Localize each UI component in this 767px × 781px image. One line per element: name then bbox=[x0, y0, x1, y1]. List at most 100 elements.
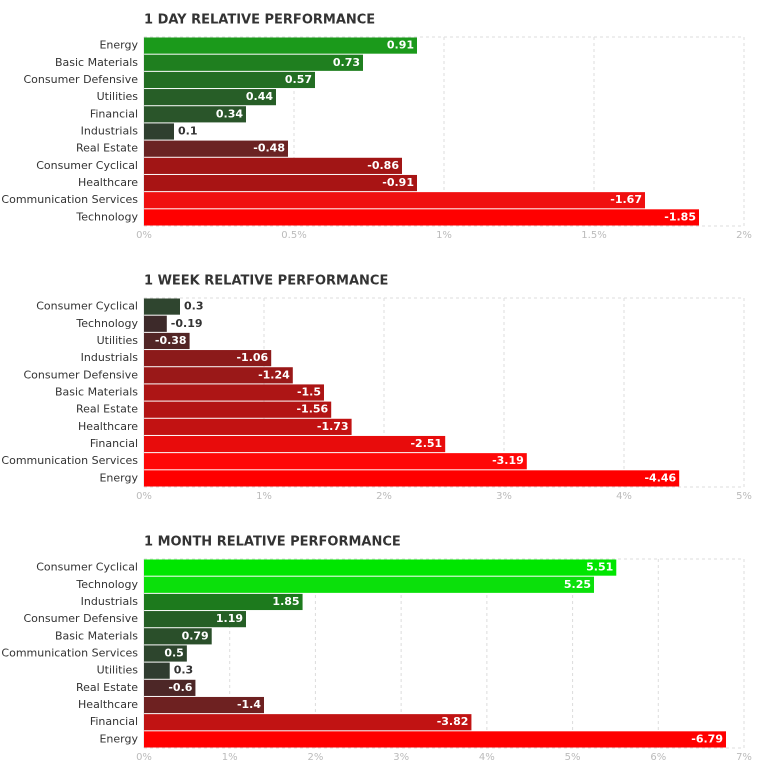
value-label: -0.86 bbox=[367, 159, 399, 172]
x-tick-label: 4% bbox=[616, 491, 632, 502]
category-label: Financial bbox=[90, 437, 138, 450]
bar bbox=[144, 209, 699, 226]
bar bbox=[144, 89, 276, 106]
bar bbox=[144, 593, 303, 611]
category-label: Consumer Defensive bbox=[23, 612, 138, 625]
category-label: Utilities bbox=[97, 90, 139, 103]
category-label: Financial bbox=[90, 715, 138, 728]
category-label: Communication Services bbox=[1, 454, 138, 467]
category-label: Energy bbox=[99, 471, 138, 484]
value-label: -2.51 bbox=[410, 437, 442, 450]
bar bbox=[144, 401, 332, 418]
value-label: 0.34 bbox=[216, 107, 243, 120]
x-tick-label: 0% bbox=[136, 230, 152, 241]
x-tick-label: 5% bbox=[736, 491, 752, 502]
value-label: -3.19 bbox=[492, 454, 524, 467]
category-label: Industrials bbox=[81, 351, 139, 364]
category-label: Utilities bbox=[97, 664, 139, 677]
x-tick-label: 2% bbox=[736, 230, 752, 241]
category-label: Real Estate bbox=[76, 403, 138, 416]
value-label: -6.79 bbox=[691, 732, 723, 745]
bar bbox=[144, 332, 190, 350]
bar bbox=[144, 662, 170, 679]
category-label: Industrials bbox=[81, 125, 139, 138]
category-label: Energy bbox=[99, 732, 138, 745]
category-label: Real Estate bbox=[76, 142, 138, 155]
x-tick-label: 0% bbox=[136, 752, 152, 763]
x-tick-label: 6% bbox=[650, 752, 666, 763]
category-label: Consumer Defensive bbox=[23, 368, 138, 381]
value-label: 0.73 bbox=[333, 56, 360, 69]
value-label: 0.3 bbox=[174, 664, 194, 677]
value-label: -0.6 bbox=[168, 681, 192, 694]
value-label: 1.85 bbox=[272, 595, 299, 608]
category-label: Financial bbox=[90, 107, 138, 120]
value-label: 0.91 bbox=[387, 39, 414, 52]
bar bbox=[144, 384, 324, 401]
x-tick-label: 3% bbox=[393, 752, 409, 763]
bar bbox=[144, 435, 446, 453]
x-tick-label: 2% bbox=[307, 752, 323, 763]
value-label: 0.1 bbox=[178, 125, 198, 138]
bar bbox=[144, 106, 246, 123]
value-label: -1.67 bbox=[610, 193, 642, 206]
bar bbox=[144, 679, 196, 696]
value-label: -0.48 bbox=[253, 142, 285, 155]
bar bbox=[144, 731, 726, 748]
category-label: Technology bbox=[75, 210, 138, 223]
value-label: -1.06 bbox=[236, 351, 268, 364]
category-label: Utilities bbox=[97, 334, 139, 347]
category-label: Consumer Cyclical bbox=[36, 300, 138, 313]
bar bbox=[144, 54, 363, 71]
category-label: Industrials bbox=[81, 595, 139, 608]
bar bbox=[144, 157, 402, 174]
category-label: Healthcare bbox=[78, 420, 138, 433]
value-label: 1.19 bbox=[216, 612, 243, 625]
value-label: -1.73 bbox=[317, 420, 349, 433]
x-tick-label: 1% bbox=[222, 752, 238, 763]
bar bbox=[144, 174, 417, 192]
value-label: -1.85 bbox=[664, 210, 696, 223]
bar bbox=[144, 470, 680, 487]
value-label: 0.79 bbox=[182, 629, 209, 642]
x-tick-label: 0% bbox=[136, 491, 152, 502]
value-label: -1.4 bbox=[237, 698, 261, 711]
category-label: Consumer Cyclical bbox=[36, 561, 138, 574]
value-label: 0.5 bbox=[164, 647, 184, 660]
value-label: -1.56 bbox=[296, 403, 328, 416]
value-label: -3.82 bbox=[437, 715, 469, 728]
x-tick-label: 3% bbox=[496, 491, 512, 502]
category-label: Basic Materials bbox=[55, 56, 138, 69]
value-label: -1.5 bbox=[297, 386, 321, 399]
x-tick-label: 5% bbox=[565, 752, 581, 763]
category-label: Basic Materials bbox=[55, 386, 138, 399]
x-tick-label: 0.5% bbox=[281, 230, 306, 241]
bar bbox=[144, 192, 645, 209]
bar bbox=[144, 453, 527, 470]
category-label: Technology bbox=[75, 578, 138, 591]
category-label: Energy bbox=[99, 39, 138, 52]
bar bbox=[144, 576, 594, 593]
bar bbox=[144, 696, 264, 714]
bar bbox=[144, 628, 212, 645]
value-label: 5.51 bbox=[586, 561, 613, 574]
category-label: Communication Services bbox=[1, 647, 138, 660]
category-label: Technology bbox=[75, 317, 138, 330]
category-label: Healthcare bbox=[78, 176, 138, 189]
chart-title: 1 DAY RELATIVE PERFORMANCE bbox=[144, 13, 375, 28]
value-label: -1.24 bbox=[258, 368, 290, 381]
x-tick-label: 7% bbox=[736, 752, 752, 763]
value-label: 0.3 bbox=[184, 300, 204, 313]
chart-title: 1 MONTH RELATIVE PERFORMANCE bbox=[144, 535, 401, 550]
category-label: Basic Materials bbox=[55, 629, 138, 642]
category-label: Real Estate bbox=[76, 681, 138, 694]
bar bbox=[144, 315, 167, 332]
bar bbox=[144, 298, 180, 315]
bar bbox=[144, 71, 315, 89]
value-label: 0.44 bbox=[246, 90, 273, 103]
bar bbox=[144, 140, 288, 157]
bar bbox=[144, 37, 417, 54]
chart-title: 1 WEEK RELATIVE PERFORMANCE bbox=[144, 274, 388, 289]
bar bbox=[144, 367, 293, 384]
